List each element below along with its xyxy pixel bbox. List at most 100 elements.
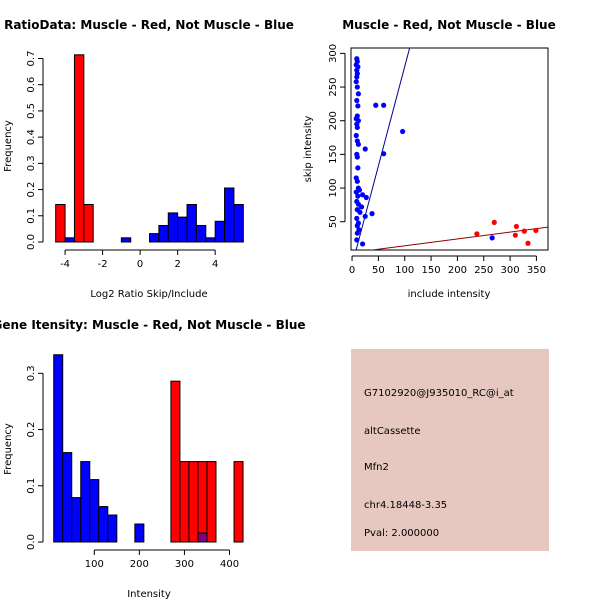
scatter-point-muscle-4 (533, 227, 539, 234)
intensity-y-tick-label-3: 0.3 (26, 365, 37, 381)
scatter-point-not-muscle-23 (362, 146, 368, 152)
intensity-histogram-axes: 100 200 300 400 0.0 0.1 0.2 0.3 (26, 365, 239, 570)
scatter-point-not-muscle-18 (354, 124, 360, 131)
scatter-point-not-muscle-7 (353, 79, 359, 85)
scatter-point-muscle-1 (491, 219, 497, 225)
intensity-bar-muscle-4 (206, 461, 217, 543)
scatter-point-not-muscle-13 (381, 102, 387, 108)
scatter-point-muscle-0 (474, 231, 480, 237)
scatter-point-not-muscle-33 (359, 192, 366, 198)
scatter-y-tick-label-0: 50 (328, 215, 339, 228)
ratio-y-tick-label-5: 0.5 (26, 103, 37, 119)
scatter-point-not-muscle-26 (354, 154, 360, 160)
scatter-point-not-muscle-41 (369, 211, 375, 217)
ratio-x-tick-label-1: -2 (98, 259, 108, 270)
intensity-bar-muscle-3 (197, 461, 208, 543)
intensity-bar-muscle-1 (179, 461, 190, 543)
scatter-axes: 0 50 100 150 200 250 300 350 50 100 150 200 250 300 (328, 44, 546, 276)
scatter-points (353, 48, 548, 250)
ratio-bar-not-muscle-9 (214, 220, 226, 243)
scatter-point-not-muscle-10 (354, 97, 360, 104)
scatter-x-tick-label-5: 250 (474, 265, 493, 276)
ratio-x-tick-label-0: -4 (60, 259, 70, 270)
ratio-histogram-title: RatioData: Muscle - Red, Not Muscle - Bl… (4, 18, 294, 32)
info-event-type: altCassette (364, 426, 421, 437)
scatter-point-not-muscle-32 (353, 189, 359, 195)
info-pval: Pval: 2.000000 (364, 528, 439, 539)
ratio-bar-not-muscle-4 (167, 212, 179, 243)
intensity-bar-muscle-5 (233, 461, 244, 543)
ratio-y-tick-label-7: 0.7 (26, 51, 37, 67)
scatter-title: Muscle - Red, Not Muscle - Blue (342, 18, 556, 32)
ratio-bar-muscle-1 (73, 54, 85, 243)
scatter-point-not-muscle-29 (354, 178, 360, 184)
intensity-bar-not-muscle-5 (98, 506, 109, 543)
ratio-bar-not-muscle-3 (158, 224, 169, 243)
intensity-bar-muscle-2 (188, 461, 199, 543)
info-location: chr4.18448-3.35 (364, 500, 447, 511)
intensity-bar-not-muscle-1 (62, 452, 73, 543)
ratio-histogram-ylabel: Frequency (3, 120, 14, 172)
scatter-point-muscle-5 (525, 240, 531, 246)
scatter-x-tick-label-4: 200 (448, 265, 467, 276)
ratio-y-tick-label-2: 0.2 (26, 182, 37, 198)
scatter-point-not-muscle-43 (354, 215, 360, 221)
intensity-bar-not-muscle-0 (53, 354, 64, 543)
scatter-point-not-muscle-35 (363, 194, 369, 201)
intensity-histogram-title: Gene Itensity: Muscle - Red, Not Muscle … (0, 318, 306, 332)
ratio-bar-not-muscle-0 (64, 237, 75, 243)
ratio-x-tick-label-2: 0 (137, 259, 143, 270)
scatter-point-not-muscle-49 (354, 237, 360, 243)
scatter-point-not-muscle-38 (358, 204, 365, 210)
intensity-x-tick-label-1: 200 (130, 559, 149, 570)
ratio-histogram-xlabel: Log2 Ratio Skip/Include (90, 289, 207, 300)
intensity-bar-not-muscle-3 (80, 461, 91, 543)
ratio-x-tick-label-3: 2 (174, 259, 180, 270)
intensity-histogram-bars (53, 354, 244, 543)
scatter-y-tick-label-3: 200 (328, 111, 339, 130)
scatter-point-not-muscle-48 (359, 241, 366, 247)
scatter-point-not-muscle-6 (354, 74, 360, 80)
scatter-point-muscle-6 (512, 232, 518, 238)
scatter-point-not-muscle-47 (354, 230, 360, 236)
intensity-y-tick-label-0: 0.0 (26, 534, 37, 550)
ratio-y-tick-label-6: 0.6 (26, 77, 37, 93)
scatter-x-tick-label-2: 100 (395, 265, 414, 276)
scatter-x-tick-label-7: 350 (527, 265, 546, 276)
scatter-point-not-muscle-34 (355, 193, 361, 199)
intensity-histogram-ylabel: Frequency (3, 423, 14, 475)
scatter-fit-line-not-muscle (355, 48, 411, 250)
scatter-panel: Muscle - Red, Not Muscle - Blue 0 50 100 15… (303, 18, 556, 300)
info-probe-id: G7102920@J935010_RC@i_at (364, 388, 514, 399)
info-panel: G7102920@J935010_RC@i_at altCassette Mfn… (351, 349, 549, 551)
intensity-bar-not-muscle-6 (107, 514, 118, 543)
scatter-point-not-muscle-27 (355, 165, 361, 171)
scatter-point-not-muscle-22 (355, 141, 361, 147)
scatter-point-not-muscle-8 (354, 84, 360, 90)
intensity-x-tick-label-2: 300 (175, 559, 194, 570)
scatter-y-tick-label-4: 250 (328, 78, 339, 97)
ratio-bar-not-muscle-2 (149, 233, 160, 243)
ratio-bar-not-muscle-10 (224, 187, 235, 243)
ratio-bar-muscle-0 (55, 204, 66, 243)
scatter-point-not-muscle-20 (353, 132, 359, 139)
ratio-y-tick-label-0: 0.0 (26, 234, 37, 250)
intensity-x-tick-label-3: 400 (220, 559, 239, 570)
scatter-point-not-muscle-19 (400, 128, 406, 135)
ratio-bar-not-muscle-8 (205, 237, 216, 243)
scatter-point-not-muscle-40 (357, 209, 363, 215)
scatter-plot-box (350, 47, 549, 251)
info-gene: Mfn2 (364, 462, 389, 473)
intensity-histogram-xlabel: Intensity (127, 589, 171, 600)
ratio-histogram-axes: -4 -2 0 2 4 0.0 0.1 0.2 0.3 0.4 0.5 0.6 0.7 (26, 51, 218, 270)
intensity-bar-not-muscle-8 (197, 532, 208, 543)
scatter-point-muscle-2 (513, 223, 519, 230)
ratio-histogram-panel: RatioData: Muscle - Red, Not Muscle - Bl… (3, 18, 294, 300)
scatter-point-not-muscle-45 (354, 223, 360, 229)
intensity-bar-not-muscle-4 (89, 479, 100, 543)
ratio-bar-not-muscle-6 (186, 204, 197, 243)
ratio-y-tick-label-3: 0.3 (26, 155, 37, 171)
ratio-bar-not-muscle-1 (120, 237, 132, 243)
info-box (351, 349, 549, 551)
